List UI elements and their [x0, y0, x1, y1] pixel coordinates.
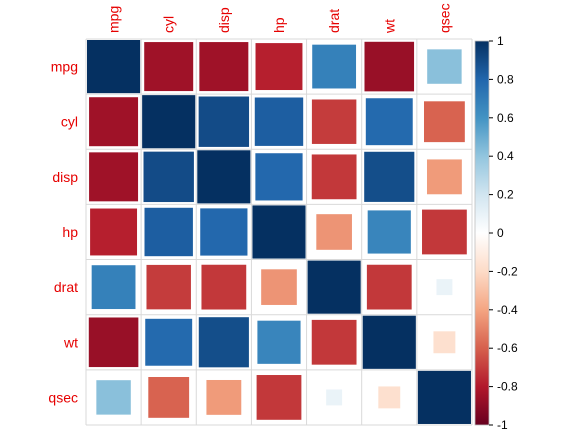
cell-drat-hp	[261, 269, 297, 305]
colorbar-tick-label: 0	[497, 226, 504, 240]
cell-hp-drat	[316, 214, 352, 250]
cell-cyl-mpg	[89, 97, 139, 147]
colorbar-tick-label: -0.2	[497, 264, 518, 278]
cell-cyl-qsec	[424, 101, 465, 143]
cell-cyl-hp	[254, 97, 304, 146]
cell-hp-mpg	[90, 208, 138, 256]
cell-cyl-cyl	[142, 95, 196, 149]
col-label-wt: wt	[381, 19, 397, 34]
cell-wt-cyl	[145, 318, 193, 366]
cell-qsec-drat	[326, 389, 343, 406]
cell-qsec-cyl	[148, 377, 190, 418]
cell-drat-disp	[201, 264, 247, 310]
col-label-hp: hp	[271, 17, 287, 33]
cell-hp-cyl	[144, 207, 193, 257]
cell-disp-disp	[197, 150, 251, 204]
cell-wt-disp	[198, 317, 249, 368]
cell-wt-hp	[257, 320, 301, 364]
col-label-mpg: mpg	[106, 6, 122, 33]
cell-disp-cyl	[143, 151, 194, 203]
cell-drat-qsec	[436, 279, 453, 296]
cell-mpg-qsec	[427, 49, 462, 84]
cell-wt-wt	[362, 315, 416, 369]
cell-drat-drat	[307, 260, 361, 314]
cell-hp-qsec	[422, 209, 467, 255]
cell-cyl-disp	[198, 96, 250, 147]
cell-hp-disp	[200, 208, 248, 256]
variable-labels: mpg mpg cyl cyl disp disp hp hp drat drat wt wt qsec…	[48, 3, 452, 405]
cell-drat-mpg	[91, 265, 136, 310]
col-label-drat: drat	[326, 9, 342, 33]
cell-wt-drat	[311, 319, 357, 365]
cell-qsec-qsec	[417, 370, 471, 424]
cell-disp-mpg	[89, 152, 139, 202]
colorbar-tick-label: 0.8	[497, 72, 514, 86]
cell-mpg-mpg	[87, 40, 141, 94]
row-label-hp: hp	[62, 224, 78, 240]
cell-mpg-disp	[199, 42, 249, 92]
row-label-drat: drat	[54, 279, 78, 295]
cell-disp-drat	[311, 154, 357, 200]
colorbar-tick-label: 1	[497, 34, 504, 48]
colorbar-tick-label: -0.6	[497, 341, 518, 355]
cell-drat-cyl	[146, 264, 191, 310]
colorbar-tick-label: 0.6	[497, 111, 514, 125]
colorbar-tick-label: 0.2	[497, 188, 514, 202]
colorbar: 1 0.8 0.6 0.4 0.2 0 -0.2 -0.4 -0.6 -0.8 -1	[474, 34, 518, 432]
cell-wt-mpg	[88, 317, 139, 368]
cell-mpg-wt	[364, 41, 415, 92]
cell-mpg-drat	[312, 44, 357, 89]
col-label-cyl: cyl	[161, 16, 177, 33]
cell-drat-wt	[366, 264, 412, 310]
row-label-disp: disp	[52, 169, 78, 185]
col-label-disp: disp	[216, 7, 232, 33]
cell-hp-wt	[367, 210, 411, 254]
cell-qsec-wt	[378, 386, 401, 409]
cell-disp-wt	[364, 151, 415, 202]
grid	[85, 38, 473, 426]
cell-hp-hp	[252, 205, 306, 259]
colorbar-tick-label: 0.4	[497, 149, 514, 163]
cell-qsec-hp	[256, 375, 302, 420]
cell-cyl-drat	[311, 99, 357, 144]
colorbar-tick-label: -1	[497, 418, 508, 432]
cell-cyl-wt	[365, 98, 413, 146]
cell-mpg-cyl	[144, 42, 194, 92]
colorbar-gradient	[474, 40, 490, 426]
colorbar-tick-label: -0.8	[497, 380, 518, 394]
row-label-qsec: qsec	[48, 389, 78, 405]
cell-disp-hp	[255, 153, 303, 201]
col-label-qsec: qsec	[436, 3, 452, 33]
colorbar-tick-label: -0.4	[497, 303, 518, 317]
cell-qsec-mpg	[96, 380, 131, 415]
correlation-cells	[87, 40, 471, 424]
cell-qsec-disp	[206, 379, 242, 415]
row-label-wt: wt	[63, 334, 78, 350]
row-label-mpg: mpg	[51, 59, 78, 75]
row-label-cyl: cyl	[61, 114, 78, 130]
cell-wt-qsec	[433, 331, 456, 354]
cell-disp-qsec	[426, 159, 462, 195]
cell-mpg-hp	[255, 43, 303, 91]
